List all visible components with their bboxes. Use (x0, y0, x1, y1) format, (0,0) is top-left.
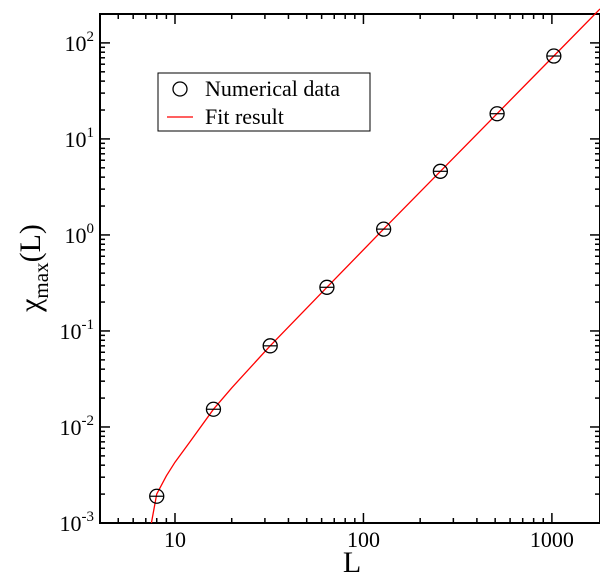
data-point (375, 221, 392, 237)
x-axis-title: L (343, 546, 361, 573)
y-axis-title-subscript: max (29, 262, 53, 299)
data-point (489, 106, 505, 122)
y-tick-label: 10-1 (60, 317, 95, 344)
legend: Numerical data Fit result (157, 72, 371, 132)
x-tick-label: 10 (164, 527, 186, 552)
data-layer (149, 8, 600, 524)
y-tick-label-base: 10 (65, 127, 87, 152)
y-tick-label-exponent: 2 (87, 29, 95, 45)
y-tick-label: 100 (65, 221, 95, 248)
y-tick-label-exponent: -3 (82, 509, 95, 525)
y-tick-label-base: 10 (60, 319, 82, 344)
ticks-layer (99, 13, 600, 524)
y-tick-label: 101 (65, 125, 95, 152)
y-tick-label-exponent: 0 (87, 221, 95, 237)
data-point (432, 163, 449, 179)
data-point (319, 279, 335, 295)
y-tick-label-exponent: -2 (82, 413, 95, 429)
y-tick-label: 10-2 (60, 413, 95, 440)
y-tick-label-exponent: 1 (87, 125, 95, 141)
y-axis-title: χmax(L) (14, 224, 53, 313)
fit-result-line (150, 8, 600, 524)
y-axis-title-symbol: χ (14, 298, 47, 313)
data-point (149, 488, 165, 504)
data-point (546, 48, 562, 64)
y-tick-label: 10-3 (60, 509, 95, 536)
legend-box (157, 72, 371, 132)
y-tick-label-exponent: -1 (82, 317, 95, 333)
legend-label-fit-result: Fit result (205, 104, 284, 129)
x-tick-label: 1000 (530, 527, 574, 552)
y-tick-label-base: 10 (60, 415, 82, 440)
data-point (205, 401, 222, 417)
y-tick-label-base: 10 (65, 31, 87, 56)
y-tick-label: 102 (65, 29, 95, 56)
legend-label-numerical-data: Numerical data (205, 76, 340, 101)
y-tick-label-base: 10 (65, 223, 87, 248)
y-tick-label-base: 10 (60, 511, 82, 536)
legend-marker-numerical-data (172, 81, 188, 97)
y-axis-title-suffix: (L) (14, 224, 47, 262)
data-point (262, 338, 278, 354)
x-tick-label: 100 (347, 527, 380, 552)
